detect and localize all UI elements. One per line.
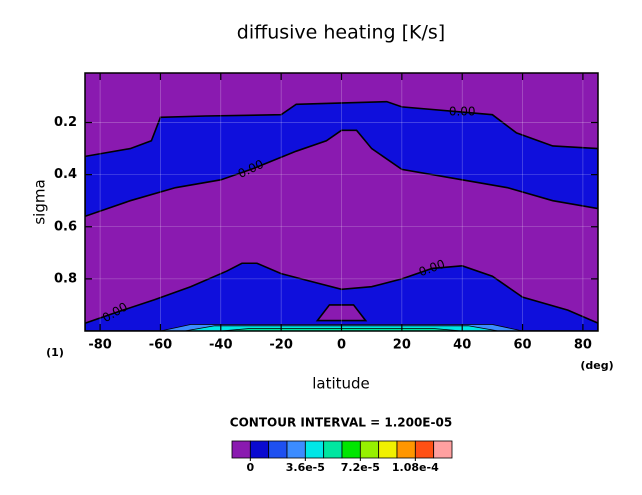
colorbar-swatch xyxy=(414,440,435,459)
y-unit-label: (1) xyxy=(46,346,64,359)
colorbar-swatch xyxy=(396,440,416,459)
x-unit-label: (deg) xyxy=(580,359,613,372)
x-tick-label: 40 xyxy=(453,338,471,353)
colorbar-swatch xyxy=(286,440,306,459)
y-tick-label: 0.4 xyxy=(54,167,77,182)
colorbar-tick-label: 7.2e-5 xyxy=(341,461,380,474)
colorbar-tick-label: 1.08e-4 xyxy=(392,461,439,474)
contour-region xyxy=(315,304,368,322)
colorbar-tick-label: 0 xyxy=(247,461,255,474)
x-tick-label: 80 xyxy=(574,338,592,353)
colorbar-tick-label: 3.6e-5 xyxy=(286,461,325,474)
x-tick-label: -20 xyxy=(269,338,293,353)
colorbar-swatch xyxy=(231,440,251,459)
x-axis-label: latitude xyxy=(312,375,370,393)
x-tick-label: 0 xyxy=(337,338,346,353)
colorbar-swatch xyxy=(249,440,270,459)
colorbar-swatch xyxy=(359,440,380,459)
colorbar-swatch xyxy=(378,440,398,459)
colorbar-swatch xyxy=(341,440,361,459)
contour-label: 0.00 xyxy=(449,105,476,119)
x-tick-label: -80 xyxy=(88,338,112,353)
colorbar-swatch xyxy=(433,440,453,459)
y-tick-label: 0.6 xyxy=(54,219,77,234)
colorbar-swatch xyxy=(268,440,288,459)
plot-area: 0.000.000.000.00 xyxy=(85,73,598,331)
contour-region xyxy=(85,100,598,218)
x-tick-label: -60 xyxy=(149,338,173,353)
y-tick-label: 0.2 xyxy=(54,115,77,130)
colorbar-swatch xyxy=(323,440,343,459)
contour-interval: CONTOUR INTERVAL = 1.200E-05 xyxy=(230,416,452,430)
contour-region xyxy=(85,262,598,331)
x-tick-label: 20 xyxy=(393,338,411,353)
chart-title: diffusive heating [K/s] xyxy=(237,22,445,44)
x-tick-label: -40 xyxy=(209,338,233,353)
x-tick-label: 60 xyxy=(514,338,532,353)
y-axis-label: sigma xyxy=(31,179,49,224)
y-tick-label: 0.8 xyxy=(54,271,77,286)
colorbar-swatch xyxy=(304,440,325,459)
